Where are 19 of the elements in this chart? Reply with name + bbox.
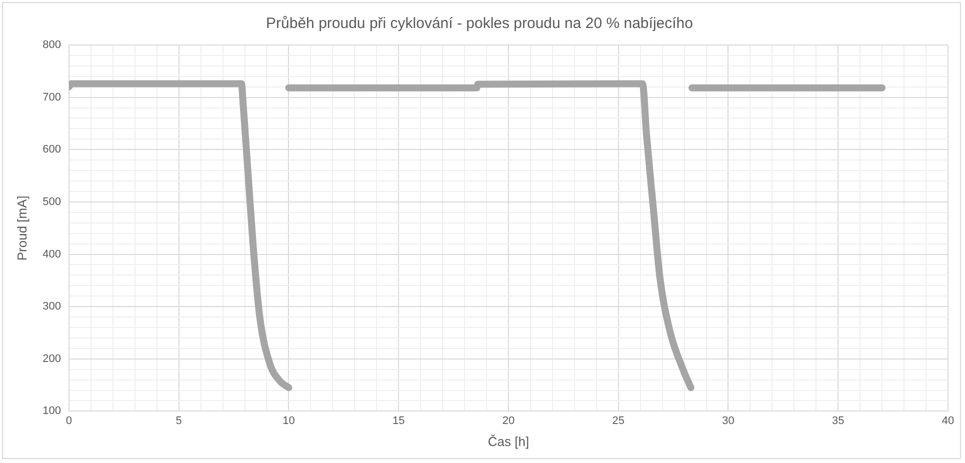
x-tick-label: 20 [502, 414, 515, 427]
x-tick-label: 25 [612, 414, 624, 427]
x-tick-label: 10 [282, 414, 295, 427]
chart-title: Průběh proudu při cyklování - pokles proudu na 20 % nabíjecího [266, 15, 693, 32]
x-tick-label: 15 [392, 414, 405, 427]
y-tick-label: 600 [42, 144, 61, 156]
y-tick-label: 100 [42, 405, 61, 418]
x-tick-label: 5 [176, 414, 182, 427]
x-tick-label: 40 [942, 414, 954, 427]
y-tick-label: 200 [42, 352, 61, 365]
x-tick-label: 35 [832, 414, 844, 427]
y-tick-label: 400 [42, 248, 61, 260]
y-tick-label: 800 [42, 39, 61, 52]
x-tick-label: 0 [66, 414, 72, 427]
x-tick-label: 30 [722, 414, 734, 427]
y-tick-label: 700 [42, 91, 61, 104]
y-axis-title: Proud [mA] [14, 196, 30, 261]
y-tick-label: 300 [42, 300, 61, 313]
y-tick-label: 500 [42, 196, 61, 208]
